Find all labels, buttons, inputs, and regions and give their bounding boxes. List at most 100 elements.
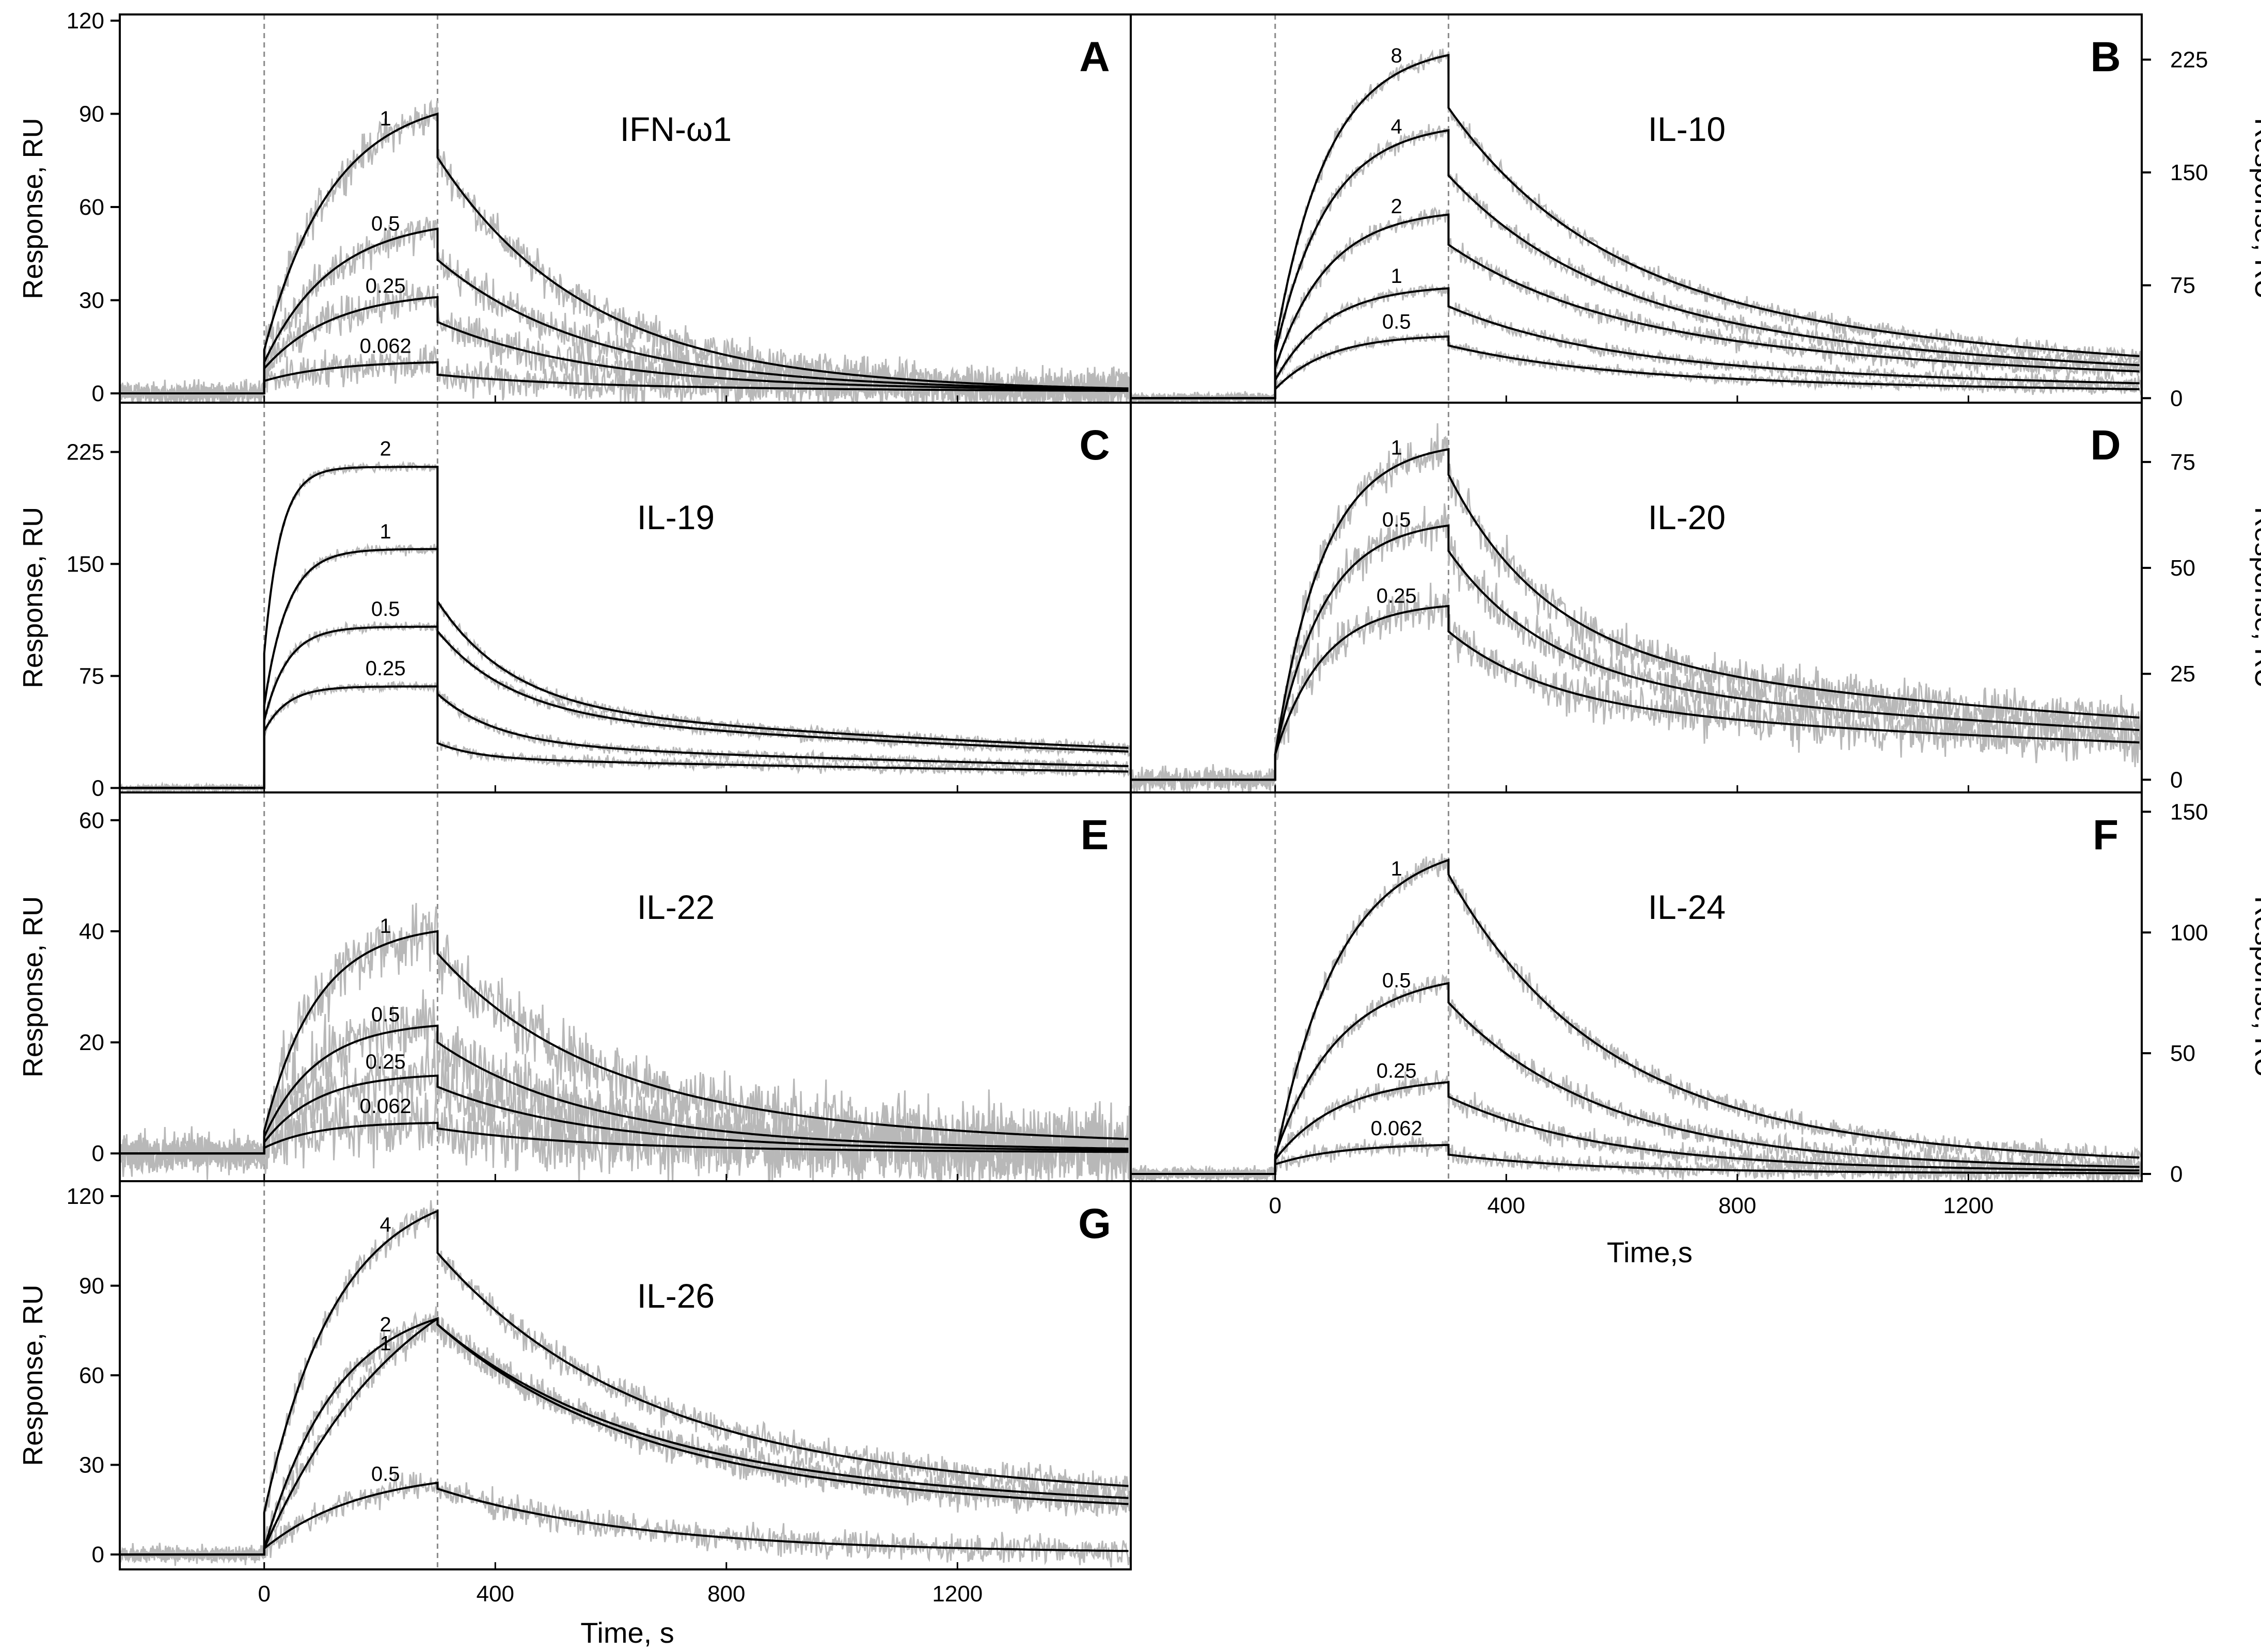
concentration-label: 0.062 (1371, 1117, 1422, 1140)
x-tick-label: 800 (1718, 1193, 1756, 1218)
panel-letter: C (1079, 422, 1110, 469)
concentration-label: 1 (1391, 265, 1402, 288)
y-tick-label: 60 (79, 195, 104, 220)
data-trace-f-0 (1131, 853, 2142, 1181)
fit-curve-a-1 (120, 227, 1129, 394)
y-tick-label: 150 (67, 551, 104, 577)
y-tick-label: 40 (79, 919, 104, 944)
fit-curve-d-0 (1131, 448, 2140, 781)
fit-curve-c-3 (120, 685, 1129, 789)
y-axis-label: Response, RU (18, 896, 49, 1077)
fit-curve-f-0 (1131, 859, 2140, 1175)
y-axis-label: Response, RU (2249, 118, 2261, 299)
y-tick-label: 0 (92, 1542, 104, 1567)
y-axis-label: Response, RU (2249, 507, 2261, 688)
fit-curve-g-2 (120, 1316, 1129, 1556)
concentration-label: 0.062 (360, 1095, 412, 1118)
y-tick-label: 0 (2170, 386, 2183, 411)
y-axis-label: Response, RU (18, 118, 49, 299)
x-tick-label: 0 (1269, 1193, 1281, 1218)
y-tick-label: 30 (79, 288, 104, 313)
y-tick-label: 120 (67, 8, 104, 34)
y-tick-label: 30 (79, 1453, 104, 1478)
y-tick-label: 75 (79, 663, 104, 689)
fit-curve-e-2 (120, 1074, 1129, 1155)
fit-curve-f-1 (1131, 982, 2140, 1175)
y-axis-label: Response, RU (2249, 896, 2261, 1077)
fit-curve-f-2 (1131, 1081, 2140, 1175)
y-tick-label: 120 (67, 1184, 104, 1209)
y-tick-label: 75 (2170, 450, 2195, 475)
panel-letter: F (2093, 812, 2118, 859)
concentration-label: 0.25 (366, 275, 406, 297)
panel-title: IL-20 (1648, 498, 1726, 536)
fit-curve-d-2 (1131, 605, 2140, 781)
fit-curve-c-2 (120, 625, 1129, 789)
concentration-label: 1 (380, 520, 391, 543)
panel-g: 4 21 0.5 0 30 60 90 120 Response, RU 0 400 800 1200 I… (18, 1180, 1132, 1607)
concentration-label: 0.5 (371, 1463, 400, 1485)
y-axis-label: Response, RU (18, 1284, 49, 1466)
y-tick-label: 20 (79, 1030, 104, 1055)
x-tick-label: 400 (477, 1581, 514, 1607)
y-tick-label: 60 (79, 808, 104, 833)
concentration-label: 4 (1391, 115, 1402, 138)
fit-curve-a-2 (120, 296, 1129, 394)
panel-d: 1 0.5 0.25 0 25 50 75 Response, RU IL-20 D (1130, 402, 2261, 793)
y-tick-label: 0 (92, 381, 104, 406)
fit-curve-b-3 (1131, 287, 2140, 400)
panel-title: IFN-ω1 (620, 110, 732, 148)
fit-curve-c-1 (120, 548, 1129, 789)
fit-curve-g-0 (120, 1209, 1129, 1556)
fit-curve-b-4 (1131, 335, 2140, 400)
x-tick-label: 1200 (1943, 1193, 1994, 1218)
concentration-label: 0.5 (1382, 310, 1411, 333)
data-trace-f-3 (1131, 1136, 2142, 1181)
panel-letter: B (2090, 34, 2121, 81)
y-tick-label: 150 (2170, 160, 2208, 185)
y-tick-label: 90 (79, 1273, 104, 1298)
x-tick-label: 1200 (932, 1581, 983, 1607)
y-tick-label: 0 (92, 1141, 104, 1166)
panel-frame (119, 402, 1132, 793)
panel-title: IL-26 (637, 1277, 715, 1315)
fit-curve-d-1 (1131, 524, 2140, 781)
x-axis-label-left: Time, s (580, 1616, 674, 1649)
panel-c: 2 1 0.5 0.25 0 75 150 225 Response, RU IL-19 C (18, 402, 1132, 801)
panel-letter: D (2090, 422, 2121, 469)
fit-curve-a-0 (120, 112, 1129, 394)
data-trace-c-1 (120, 543, 1131, 792)
concentration-label: 0.5 (1382, 969, 1411, 992)
panel-e: 1 0.5 0.25 0.062 0 20 40 60 Response, RU IL-22 E (18, 791, 1132, 1182)
y-tick-label: 75 (2170, 273, 2195, 298)
y-tick-label: 50 (2170, 1041, 2195, 1066)
concentration-label: 1 (1391, 857, 1402, 880)
panel-letter: A (1079, 34, 1110, 81)
fit-curve-g-3 (120, 1481, 1129, 1556)
panel-title: IL-24 (1648, 888, 1726, 926)
panel-title: IL-22 (637, 888, 715, 926)
x-tick-label: 400 (1488, 1193, 1525, 1218)
concentration-label: 4 (380, 1213, 391, 1236)
panel-a: 1 0.5 0.25 0.062 0 30 60 90 120 Response, RU IFN-ω… (18, 8, 1132, 406)
fit-curve-c-0 (120, 466, 1129, 789)
fit-curve-e-0 (120, 930, 1129, 1155)
y-axis-label: Response, RU (18, 507, 49, 688)
panel-f: 1 0.5 0.25 0.062 0 50 100 150 Response, RU 0 400 80… (1130, 791, 2261, 1218)
y-tick-label: 0 (2170, 767, 2183, 792)
panel-title: IL-10 (1648, 110, 1726, 148)
concentration-label: 1 (380, 1332, 391, 1355)
y-tick-label: 90 (79, 102, 104, 127)
x-tick-label: 0 (258, 1581, 270, 1607)
fit-curve-e-1 (120, 1024, 1129, 1155)
concentration-label: 2 (380, 1313, 391, 1336)
panel-letter: E (1081, 812, 1109, 859)
concentration-label: 0.25 (1377, 1060, 1417, 1083)
panel-letter: G (1078, 1200, 1111, 1247)
data-trace-g-3 (120, 1472, 1131, 1568)
panel-frame (1130, 791, 2143, 1182)
y-tick-label: 60 (79, 1363, 104, 1388)
concentration-label: 0.25 (366, 657, 406, 680)
data-trace-g-0 (120, 1200, 1131, 1565)
